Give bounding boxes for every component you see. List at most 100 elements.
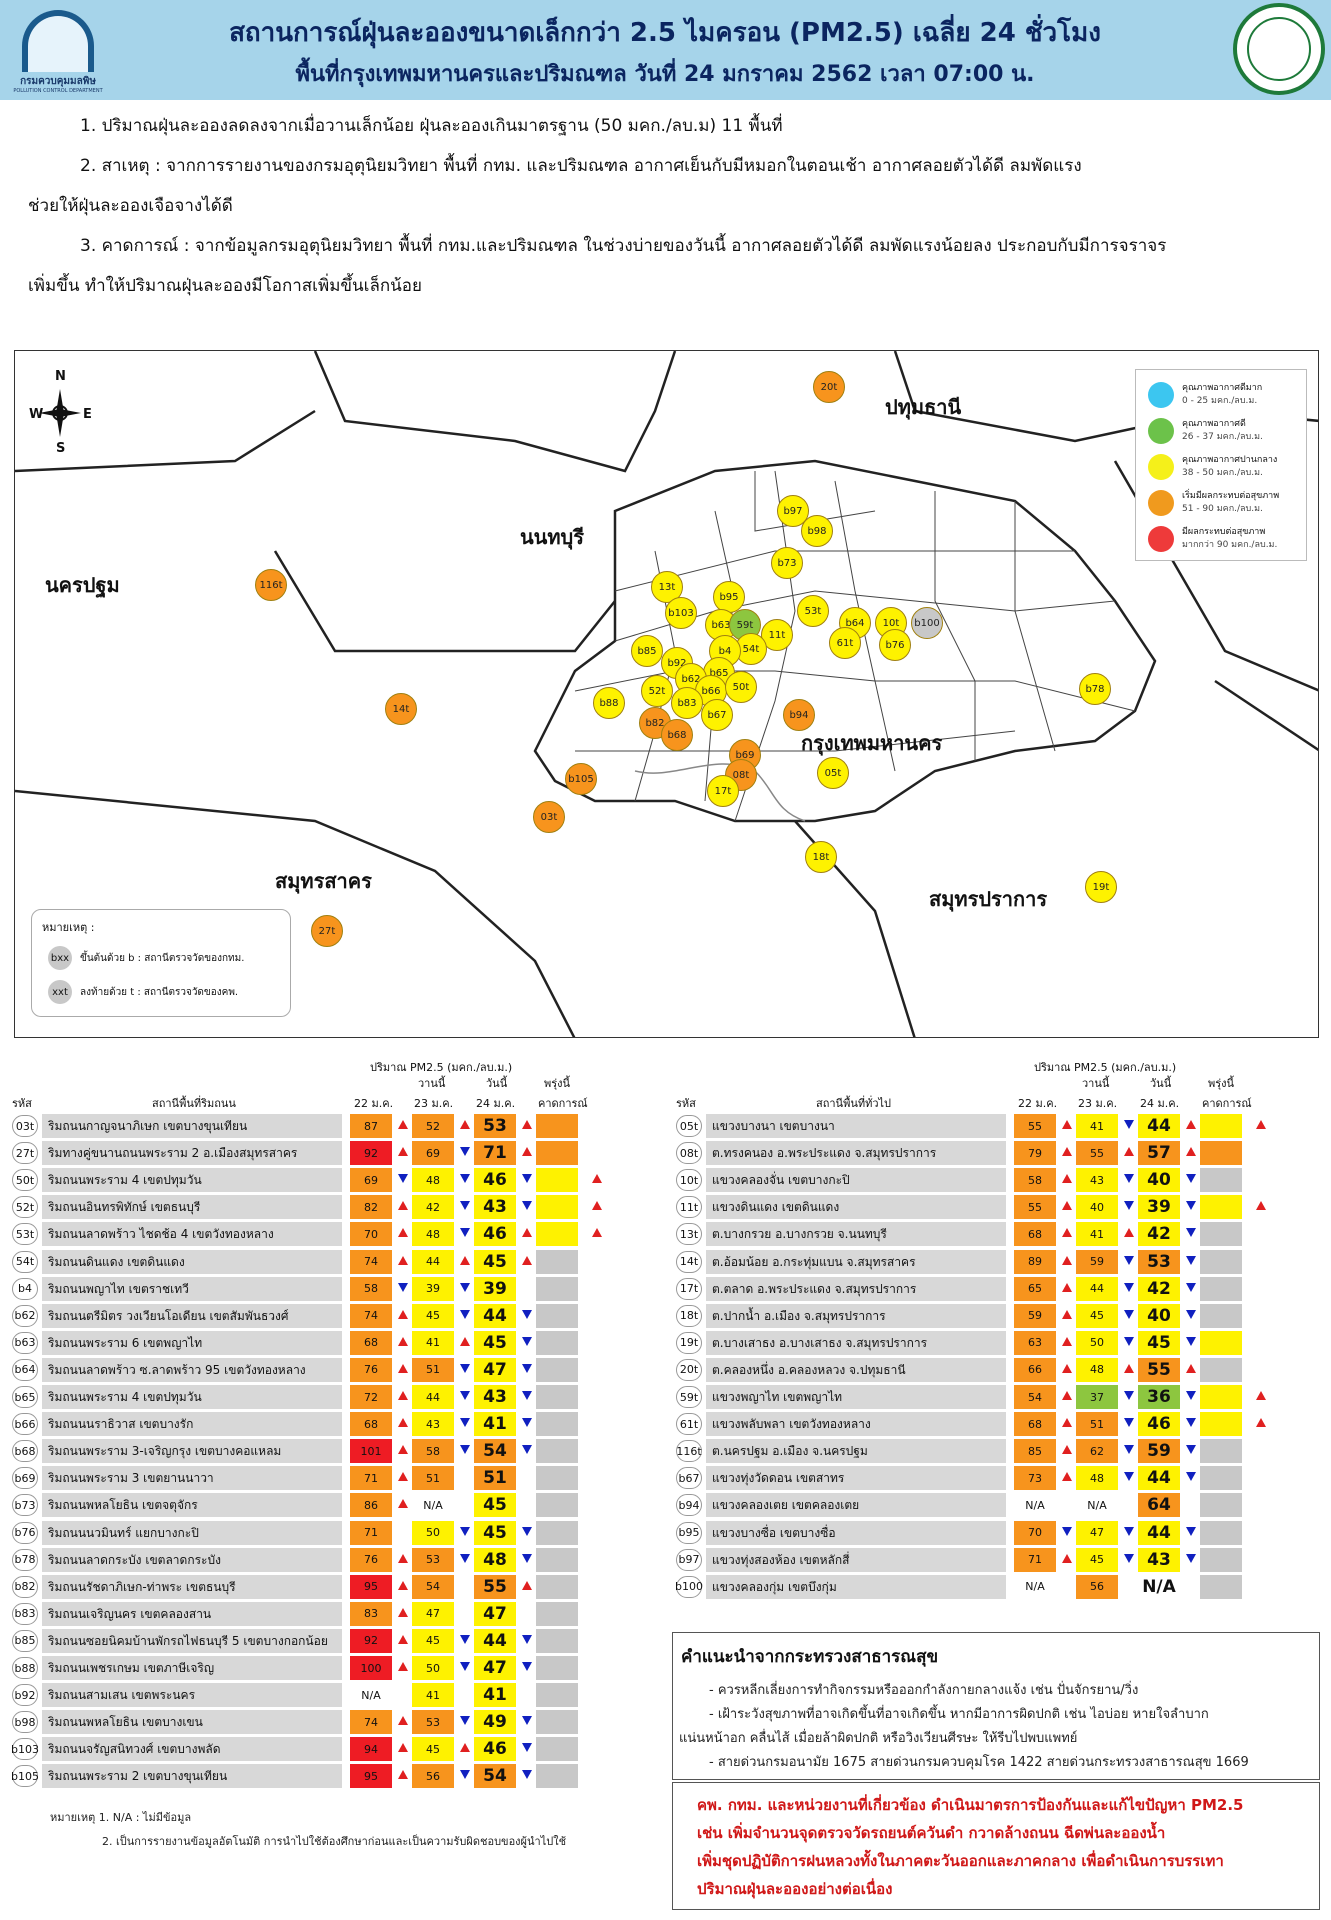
station-name: ริมทางคู่ขนานถนนพระราม 2 อ.เมืองสมุทรสาค… — [42, 1141, 342, 1166]
down-arrow-icon — [460, 1174, 470, 1184]
station-marker: 27t — [311, 915, 343, 947]
province-label: สมุทรสาคร — [275, 869, 372, 893]
value-d23: 44 — [412, 1385, 454, 1409]
station-marker: b100 — [911, 607, 943, 639]
down-arrow-icon — [522, 1553, 532, 1563]
station-marker: b103 — [665, 597, 697, 629]
value-d22: 70 — [1014, 1520, 1056, 1545]
up-arrow-icon — [398, 1418, 408, 1428]
station-code: b68 — [12, 1440, 38, 1463]
bma-seal-logo — [1233, 3, 1325, 95]
col-code: รหัส — [676, 1097, 696, 1110]
forecast-cell — [536, 1249, 578, 1274]
down-arrow-icon — [1186, 1336, 1196, 1346]
station-code: 03t — [12, 1115, 38, 1137]
down-arrow-icon — [1124, 1472, 1134, 1482]
station-code: 05t — [676, 1115, 702, 1137]
station-code: 18t — [676, 1304, 702, 1327]
legend-item: เริ่มมีผลกระทบต่อสุขภาพ 51 - 90 มคก./ลบ.ม… — [1148, 490, 1279, 516]
value-d23: 59 — [1076, 1249, 1118, 1274]
value-d22: N/A — [1014, 1493, 1056, 1518]
up-arrow-icon — [522, 1255, 532, 1265]
station-code: 52t — [12, 1196, 38, 1219]
station-code: b4 — [12, 1277, 38, 1300]
value-d23: 42 — [412, 1195, 454, 1220]
compass-icon — [39, 389, 81, 437]
station-name: ริมถนนลาดพร้าว ไชดช้อ 4 เขตวังทองหลาง — [42, 1222, 342, 1247]
station-marker: 08t — [725, 759, 757, 791]
value-d24: 40 — [1138, 1168, 1180, 1193]
value-d24: 42 — [1138, 1276, 1180, 1301]
value-d23: 47 — [412, 1601, 454, 1626]
station-name: แขวงทุ่งสองห้อง เขตหลักสี่ — [706, 1547, 1006, 1572]
legend-item: คุณภาพอากาศดีมาก 0 - 25 มคก./ลบ.ม. — [1148, 382, 1262, 408]
down-arrow-icon — [1186, 1174, 1196, 1184]
down-arrow-icon — [1186, 1201, 1196, 1211]
forecast-cell — [1200, 1276, 1242, 1301]
up-arrow-icon — [398, 1472, 408, 1482]
station-code: 10t — [676, 1169, 702, 1192]
col-station: สถานีพื้นที่ทั่วไป — [816, 1097, 892, 1110]
station-code: 61t — [676, 1413, 702, 1436]
station-marker: b105 — [565, 763, 597, 795]
forecast-cell — [1200, 1303, 1242, 1328]
note-b-row: bxx ขึ้นต้นด้วย b : สถานีตรวจวัดของกทม. — [48, 946, 244, 970]
forecast-cell — [1200, 1574, 1242, 1599]
legend-text: คุณภาพอากาศดี 26 - 37 มคก./ลบ.ม. — [1182, 418, 1263, 444]
value-d24: 44 — [1138, 1114, 1180, 1138]
down-arrow-icon — [522, 1174, 532, 1184]
station-code: b103 — [11, 1738, 39, 1761]
station-marker: 61t — [829, 627, 861, 659]
down-arrow-icon — [460, 1201, 470, 1211]
value-d23: 39 — [412, 1276, 454, 1301]
station-code: 17t — [676, 1277, 702, 1300]
pcd-logo: กรมควบคุมมลพิษ POLLUTION CONTROL DEPARTM… — [12, 4, 104, 96]
up-arrow-icon — [592, 1201, 602, 1211]
page-title: สถานการณ์ฝุ่นละอองขนาดเล็กกว่า 2.5 ไมครอ… — [229, 18, 1101, 48]
station-name: ต.นครปฐม อ.เมือง จ.นครปฐม — [706, 1439, 1006, 1464]
down-arrow-icon — [1186, 1472, 1196, 1482]
up-arrow-icon — [1062, 1120, 1072, 1129]
down-arrow-icon — [1186, 1282, 1196, 1292]
legend-text: มีผลกระทบต่อสุขภาพ มากกว่า 90 มคก./ลบ.ม. — [1182, 526, 1277, 552]
station-code: b66 — [12, 1413, 38, 1436]
station-name: ต.อ้อมน้อย อ.กระทุ่มแบน จ.สมุทรสาคร — [706, 1249, 1006, 1274]
up-arrow-icon — [1062, 1391, 1072, 1400]
up-arrow-icon — [1062, 1201, 1072, 1211]
col-d24: 24 ม.ค. — [476, 1097, 516, 1110]
value-d22: 89 — [1014, 1249, 1056, 1274]
value-d23: N/A — [412, 1493, 454, 1518]
station-name: ริมถนนนราธิวาส เขตบางรัก — [42, 1412, 342, 1437]
up-arrow-icon — [398, 1499, 408, 1509]
province-label: นนทบุรี — [520, 525, 584, 549]
station-code: b94 — [676, 1494, 702, 1517]
col-tomorrow: พรุ่งนี้ — [544, 1077, 571, 1090]
up-arrow-icon — [1062, 1363, 1072, 1373]
value-d22: 92 — [350, 1628, 392, 1653]
col-code: รหัส — [12, 1097, 32, 1110]
value-d24: 42 — [1138, 1222, 1180, 1247]
station-name: ริมถนนสามเสน เขตพระนคร — [42, 1683, 342, 1708]
value-d23: N/A — [1076, 1493, 1118, 1518]
value-d23: 41 — [412, 1330, 454, 1355]
up-arrow-icon — [398, 1391, 408, 1400]
value-d23: 45 — [412, 1628, 454, 1653]
down-arrow-icon — [1124, 1526, 1134, 1536]
down-arrow-icon — [522, 1743, 532, 1753]
station-name: ริมถนนพระราม 3 เขตยานนาวา — [42, 1466, 342, 1491]
value-d24: 46 — [1138, 1412, 1180, 1437]
down-arrow-icon — [1186, 1391, 1196, 1400]
value-d24: 46 — [474, 1222, 516, 1247]
down-arrow-icon — [460, 1418, 470, 1428]
up-arrow-icon — [1256, 1391, 1266, 1400]
forecast-cell — [1200, 1114, 1242, 1138]
value-d22: 65 — [1014, 1276, 1056, 1301]
station-name: แขวงพญาไท เขตพญาไท — [706, 1385, 1006, 1409]
down-arrow-icon — [1124, 1255, 1134, 1265]
agency-name: กรมควบคุมมลพิษ — [20, 76, 96, 87]
value-d22: 92 — [350, 1141, 392, 1166]
station-marker: 50t — [725, 671, 757, 703]
value-d22: N/A — [1014, 1574, 1056, 1599]
down-arrow-icon — [1186, 1228, 1196, 1238]
measures-line-3: เพิ่มชุดปฏิบัติการฝนหลวงทั้งในภาคตะวันออ… — [697, 1852, 1224, 1870]
